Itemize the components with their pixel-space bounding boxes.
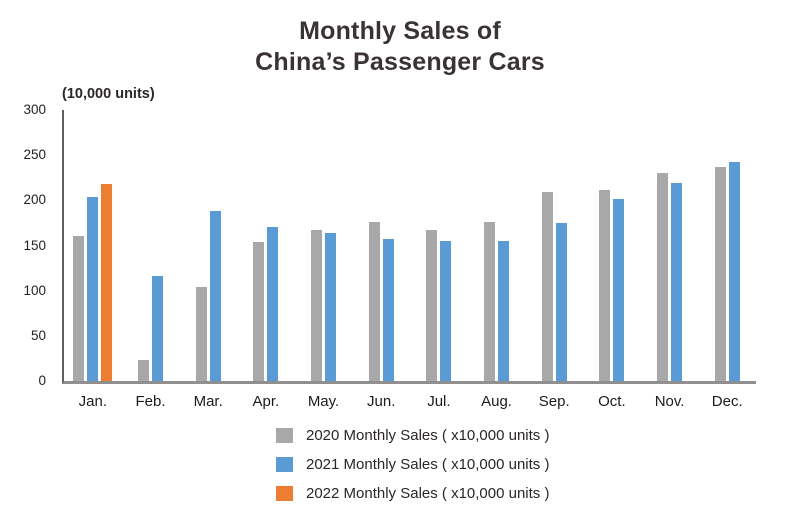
legend-item-2022: 2022 Monthly Sales ( x10,000 units ) [276,485,549,502]
bar-2020-oct [599,190,611,381]
x-axis-label: Aug. [481,393,512,410]
bar-2020-jan [73,235,85,381]
y-tick-label: 300 [23,102,46,117]
bar-2021-nov [671,183,683,381]
y-tick-label: 100 [23,282,46,298]
bar-group-jan: Jan. [64,110,122,410]
x-axis-label: Nov. [654,393,685,410]
bar-group-jun: Jun. [352,110,410,410]
bar-2022-jan [101,184,113,381]
bar-group-sep: Sep. [525,110,583,410]
x-axis-label: Feb. [135,393,166,410]
bar-2021-feb [152,276,163,381]
legend-swatch-2021 [276,457,293,472]
x-axis-label: Jun. [367,393,396,410]
bar-group-mar: Mar. [179,110,237,410]
plot-area: Jan. Feb. Mar. Apr. May. Jun. Jul. Aug. Sep. Oct.… [62,110,756,410]
chart-title: Monthly Sales of China’s Passenger Cars [0,16,800,78]
bar-2020-mar [195,287,207,381]
bar-2021-apr [267,227,279,381]
legend-item-2021: 2021 Monthly Sales ( x10,000 units ) [276,456,549,473]
bar-2020-nov [657,173,669,381]
legend: 2020 Monthly Sales ( x10,000 units ) 2021… [276,427,549,514]
bar-2020-jun [368,222,380,381]
bar-2021-jun [382,239,394,381]
bar-2021-aug [498,240,510,381]
legend-swatch-2020 [276,428,293,443]
bar-2021-sep [555,222,567,381]
y-axis-labels: 0 50 100 150 200 250 300 [0,103,54,388]
bar-2020-may [311,230,323,381]
bar-2020-apr [253,241,265,381]
legend-swatch-2022 [276,486,293,501]
y-tick-label: 150 [23,237,46,253]
x-axis-label: Mar. [193,393,223,410]
x-axis-label: Jul. [427,393,451,410]
bar-group-nov: Nov. [641,110,699,410]
bar-2021-dec [728,162,740,381]
y-tick-label: 200 [23,192,46,208]
x-axis-label: May. [307,393,340,410]
chart-title-line2: China’s Passenger Cars [255,48,545,76]
bar-group-aug: Aug. [468,110,526,410]
bar-2021-oct [613,199,625,381]
bar-group-jul: Jul. [410,110,468,410]
bar-2020-dec [714,166,726,381]
x-axis-label: Jan. [78,393,108,410]
x-axis-label: Sep. [538,393,570,410]
y-tick-label: 50 [30,327,46,343]
x-axis-label: Apr. [252,393,280,410]
bar-group-dec: Dec. [698,110,756,410]
y-tick-label: 0 [38,373,46,388]
x-axis-label: Oct. [598,393,626,410]
bar-2020-aug [484,222,496,381]
bar-2020-feb [138,360,149,381]
bar-2021-may [325,232,337,381]
y-axis-unit-label: (10,000 units) [62,86,155,102]
chart-title-line1: Monthly Sales of [299,17,501,45]
bar-2021-jan [87,196,99,381]
y-tick-label: 250 [23,147,46,163]
bar-2021-jul [440,240,452,381]
legend-label-2020: 2020 Monthly Sales ( x10,000 units ) [306,427,550,444]
legend-label-2022: 2022 Monthly Sales ( x10,000 units ) [306,485,550,502]
bar-group-may: May. [295,110,353,410]
bar-group-apr: Apr. [237,110,295,410]
bar-2020-jul [426,230,438,381]
bar-2020-sep [541,192,553,381]
bar-group-feb: Feb. [122,110,180,410]
bar-group-oct: Oct. [583,110,641,410]
x-axis-label: Dec. [711,393,743,410]
legend-label-2021: 2021 Monthly Sales ( x10,000 units ) [306,456,550,473]
legend-item-2020: 2020 Monthly Sales ( x10,000 units ) [276,427,549,444]
bar-2021-mar [209,211,221,381]
